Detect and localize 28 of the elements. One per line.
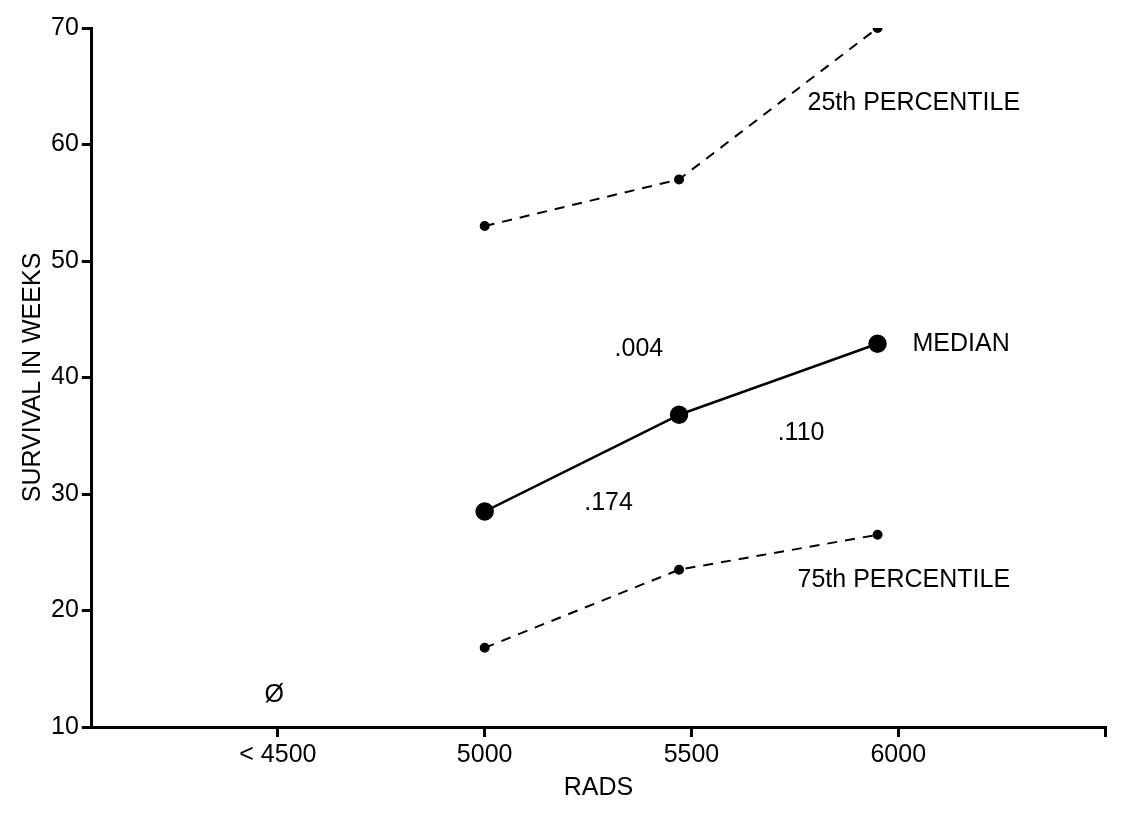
y-tick-label: 10 [51,710,79,739]
x-tick-label: 5000 [456,738,513,767]
x-tick-label: < 4500 [239,738,317,767]
annotation: .110 [777,417,825,446]
annotation: Ø [264,679,284,708]
point [868,334,887,353]
point [674,564,685,575]
annotation: .174 [584,487,633,516]
y-tick-label: 30 [51,477,79,506]
y-axis-title: SURVIVAL IN WEEKS [16,252,45,503]
point [669,405,689,425]
series-label: 25th PERCENTILE [807,86,1021,115]
x-tick-label: 6000 [870,738,927,767]
point [479,221,490,232]
x-axis-title: RADS [563,771,634,800]
point [475,502,494,521]
y-tick-label: 50 [51,244,79,273]
series-label: 75th PERCENTILE [797,563,1011,592]
point [674,174,685,185]
y-tick-label: 60 [51,128,79,157]
y-tick-label: 40 [51,361,79,390]
series-label: MEDIAN [912,327,1010,356]
point [872,529,883,540]
y-tick-label: 20 [51,594,79,623]
y-tick-label: 70 [51,11,79,40]
point [479,642,490,653]
annotation: .004 [614,333,664,362]
x-tick-label: 5500 [663,738,720,767]
